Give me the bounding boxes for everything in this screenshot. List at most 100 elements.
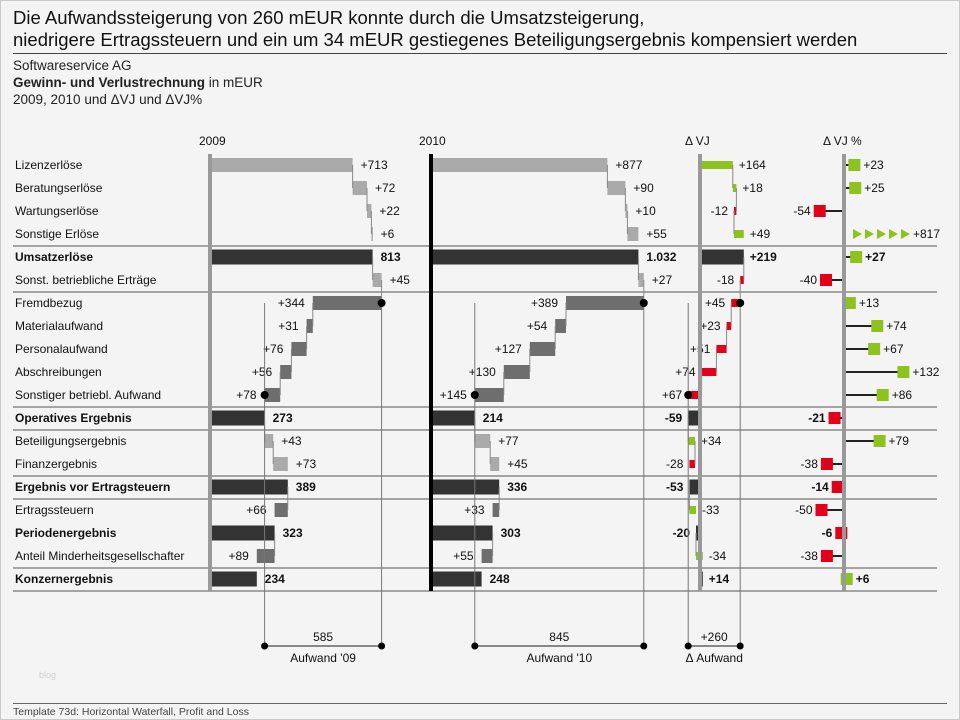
- footer-text: Template 73d: Horizontal Waterfall, Prof…: [13, 706, 249, 718]
- percent-marker: [831, 481, 844, 493]
- overflow-arrow: [853, 229, 862, 239]
- overflow-arrow: [901, 229, 910, 239]
- overflow-arrow: [865, 229, 874, 239]
- bracket-value: 845: [549, 630, 569, 644]
- value-label: +55: [453, 549, 474, 563]
- column-header-2: Δ VJ: [685, 134, 710, 148]
- percent-label: -40: [800, 273, 818, 287]
- row-label: Sonstiger betriebl. Aufwand: [15, 388, 161, 402]
- value-label: +14: [709, 572, 730, 586]
- percent-marker: [871, 320, 884, 332]
- percent-label: +13: [859, 296, 880, 310]
- bar-Δ VJ: [688, 410, 700, 426]
- bracket-dot: [378, 642, 386, 650]
- bar-2010: [490, 457, 500, 471]
- headline-rule: [13, 53, 947, 54]
- value-label: +389: [531, 296, 558, 310]
- bar-2010: [432, 525, 493, 541]
- bar-2010: [474, 388, 504, 402]
- percent-marker: [820, 458, 833, 470]
- value-label: 214: [483, 411, 503, 425]
- percent-label: +23: [863, 158, 884, 172]
- bar-2009: [352, 181, 367, 195]
- bar-2009: [367, 204, 372, 218]
- company-name: Softwareservice AG: [13, 58, 132, 73]
- percent-label: -50: [795, 503, 813, 517]
- bar-Δ VJ: [689, 460, 695, 468]
- percent-marker: [849, 182, 862, 194]
- value-label: +713: [361, 158, 388, 172]
- bar-2010: [638, 273, 644, 287]
- watermark: blog: [39, 670, 57, 680]
- bar-Δ VJ: [700, 249, 744, 265]
- value-label: +31: [278, 319, 299, 333]
- column-header-3: Δ VJ %: [823, 134, 862, 148]
- percent-marker: [828, 412, 841, 424]
- percent-marker: [820, 274, 832, 286]
- percent-marker: [843, 297, 856, 309]
- value-label: +130: [469, 365, 496, 379]
- value-label: -12: [711, 204, 729, 218]
- report-periods: 2009, 2010 und ΔVJ und ΔVJ%: [13, 92, 203, 107]
- bar-2010: [625, 204, 628, 218]
- bar-Δ VJ: [732, 184, 737, 192]
- percent-label: +79: [889, 434, 910, 448]
- value-label: +76: [263, 342, 284, 356]
- value-label: +55: [646, 227, 667, 241]
- bar-2009: [371, 227, 373, 241]
- bar-2009: [273, 457, 288, 471]
- bar-2010: [432, 249, 639, 265]
- value-label: +45: [507, 457, 528, 471]
- percent-label: -38: [801, 549, 819, 563]
- bracket-dot: [640, 642, 648, 650]
- column-header-1: 2010: [419, 134, 446, 148]
- bar-2010: [492, 503, 500, 517]
- row-label: Umsatzerlöse: [15, 250, 93, 264]
- value-label: +72: [375, 181, 396, 195]
- bar-Δ VJ: [688, 391, 702, 399]
- bar-Δ VJ: [688, 437, 695, 445]
- bar-Δ VJ: [689, 506, 696, 514]
- bar-2010: [432, 479, 500, 495]
- value-label: +77: [498, 434, 519, 448]
- percent-marker: [820, 550, 833, 562]
- value-label: -20: [673, 526, 691, 540]
- bar-2010: [474, 434, 491, 448]
- value-label: +34: [701, 434, 722, 448]
- bracket-value: 585: [313, 630, 333, 644]
- bar-2009: [210, 525, 275, 541]
- bracket-start-dot: [736, 299, 745, 307]
- bar-Δ VJ: [716, 345, 727, 353]
- bar-2009: [210, 410, 265, 426]
- row-label: Lizenzerlöse: [15, 158, 83, 172]
- report-title: Gewinn- und Verlustrechnung in mEUR: [13, 75, 263, 90]
- bar-2009: [256, 549, 275, 563]
- overflow-arrow: [889, 229, 898, 239]
- row-label: Finanzergebnis: [15, 457, 97, 471]
- percent-label: +6: [856, 572, 870, 586]
- value-label: -34: [709, 549, 727, 563]
- percent-label: +86: [892, 388, 913, 402]
- bar-2010: [432, 410, 475, 426]
- value-label: +66: [246, 503, 267, 517]
- percent-marker: [873, 435, 886, 447]
- bracket-dot: [261, 642, 269, 650]
- value-label: +73: [296, 457, 317, 471]
- percent-label: +25: [864, 181, 885, 195]
- row-label: Periodenergebnis: [15, 526, 117, 540]
- bracket-start-dot: [639, 299, 648, 307]
- value-label: +49: [750, 227, 771, 241]
- percent-marker: [868, 343, 881, 355]
- value-label: +10: [635, 204, 656, 218]
- value-label: -28: [666, 457, 684, 471]
- bar-Δ VJ: [731, 299, 741, 307]
- bracket-end-dot: [684, 391, 693, 399]
- row-label: Sonstige Erlöse: [15, 227, 99, 241]
- bar-Δ VJ: [726, 322, 732, 330]
- row-label: Beratungserlöse: [15, 181, 103, 195]
- row-label: Sonst. betriebliche Erträge: [15, 273, 157, 287]
- percent-label: +27: [865, 250, 886, 264]
- value-label: +23: [700, 319, 721, 333]
- bar-2009: [291, 342, 307, 356]
